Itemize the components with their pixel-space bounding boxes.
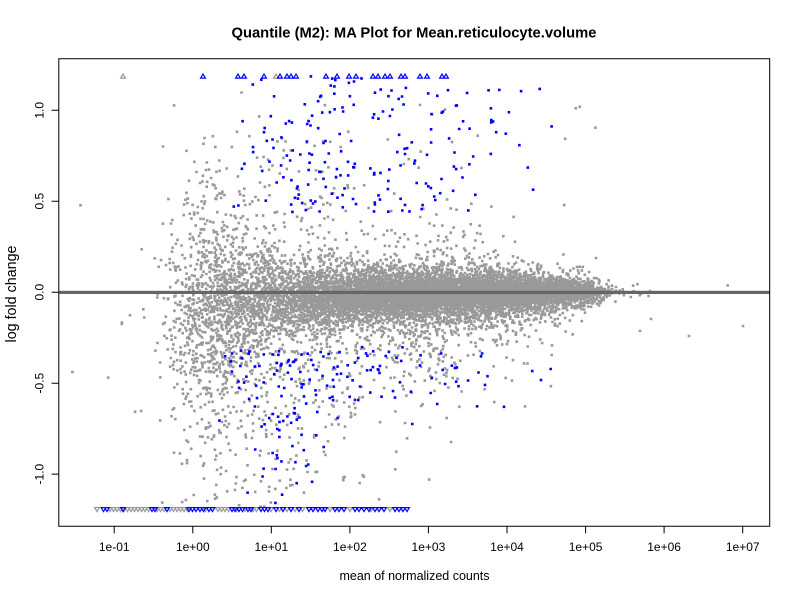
svg-text:1.0: 1.0 xyxy=(33,102,47,119)
svg-text:1e-01: 1e-01 xyxy=(99,540,130,554)
svg-text:1e+04: 1e+04 xyxy=(490,540,524,554)
svg-text:1e+00: 1e+00 xyxy=(176,540,210,554)
svg-text:0.5: 0.5 xyxy=(33,193,47,210)
svg-text:1e+03: 1e+03 xyxy=(412,540,446,554)
svg-text:Quantile (M2): MA Plot for Mea: Quantile (M2): MA Plot for Mean.reticulo… xyxy=(232,26,597,42)
svg-text:-0.5: -0.5 xyxy=(33,373,47,394)
svg-text:-1.0: -1.0 xyxy=(33,463,47,484)
svg-text:0.0: 0.0 xyxy=(33,284,47,301)
svg-text:1e+06: 1e+06 xyxy=(647,540,681,554)
svg-text:1e+02: 1e+02 xyxy=(333,540,367,554)
svg-text:log fold change: log fold change xyxy=(4,245,20,342)
svg-text:1e+07: 1e+07 xyxy=(726,540,760,554)
svg-text:mean of normalized counts: mean of normalized counts xyxy=(339,569,489,583)
svg-text:1e+01: 1e+01 xyxy=(254,540,288,554)
svg-text:1e+05: 1e+05 xyxy=(569,540,603,554)
